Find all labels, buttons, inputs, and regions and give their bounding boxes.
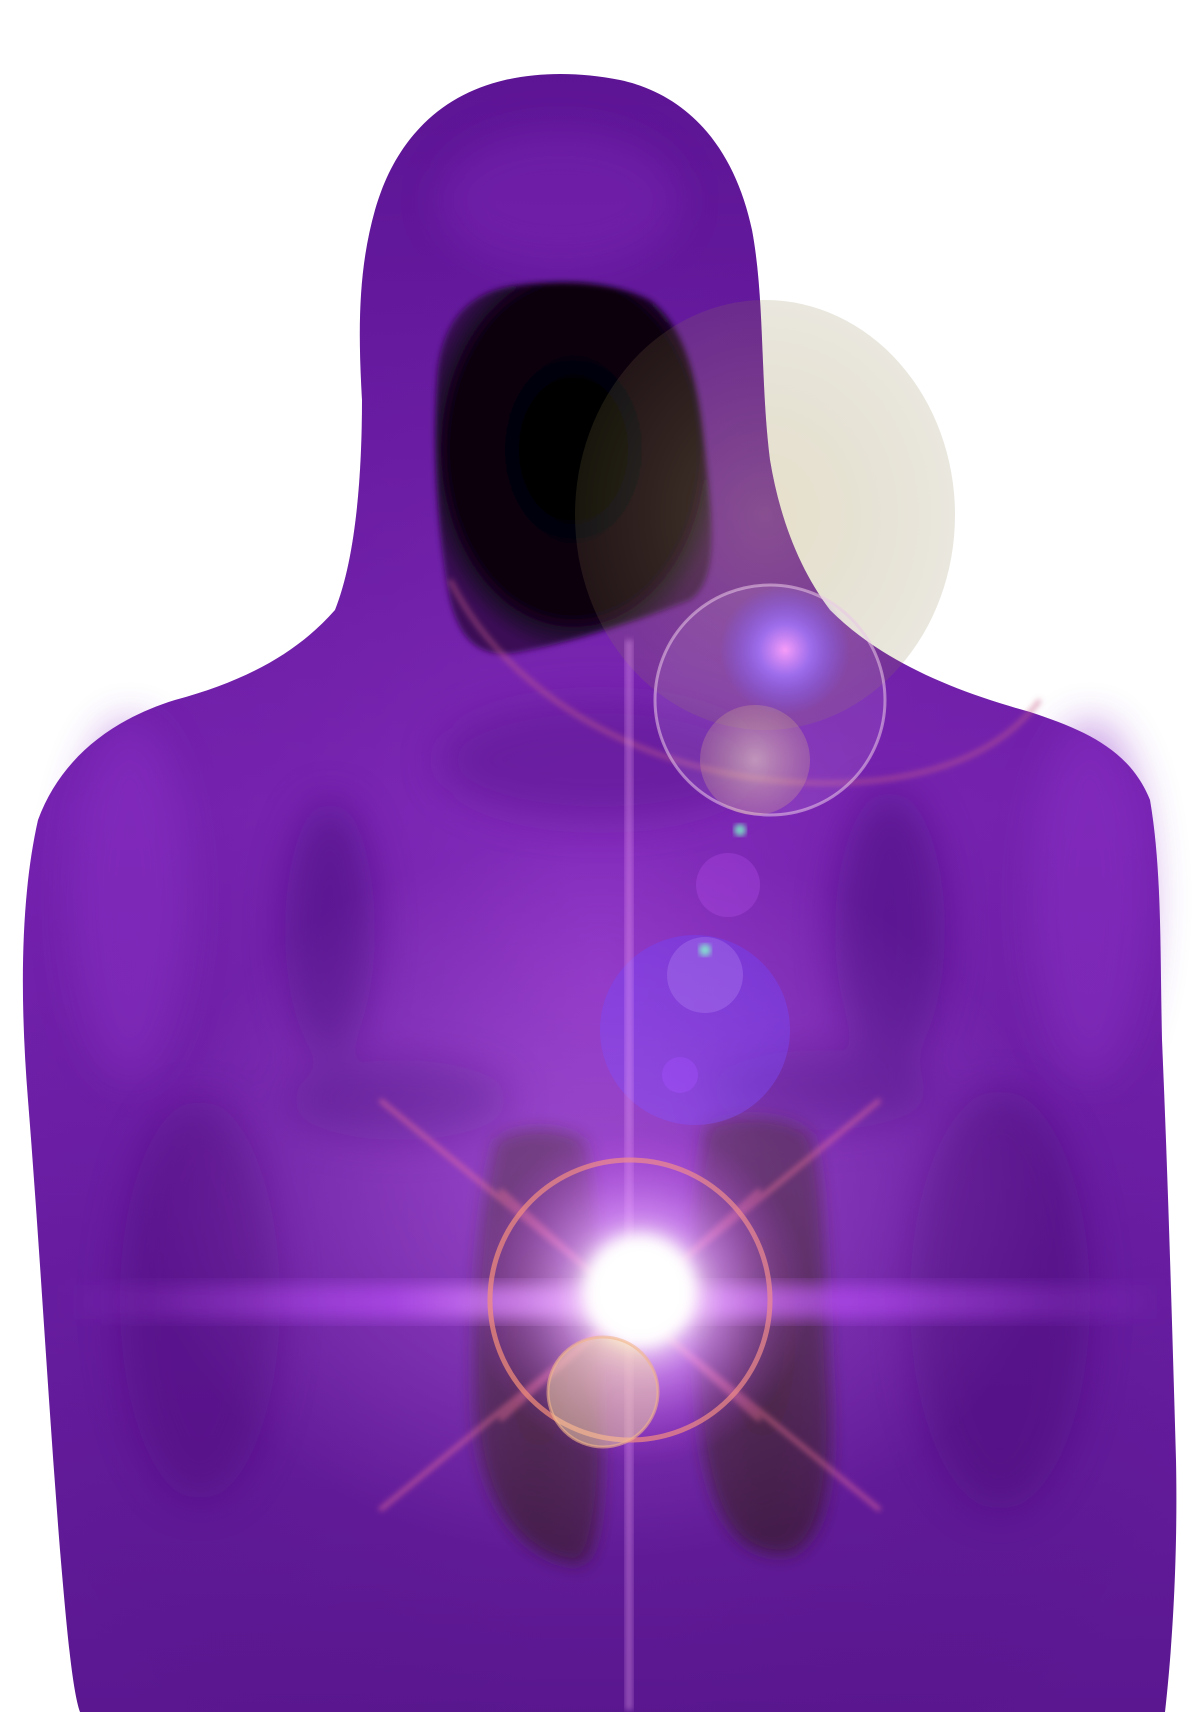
lower-bokeh <box>546 1335 660 1449</box>
robe-highlights <box>70 130 1150 1080</box>
flare-core <box>585 1235 695 1345</box>
neck-orb <box>653 583 887 836</box>
